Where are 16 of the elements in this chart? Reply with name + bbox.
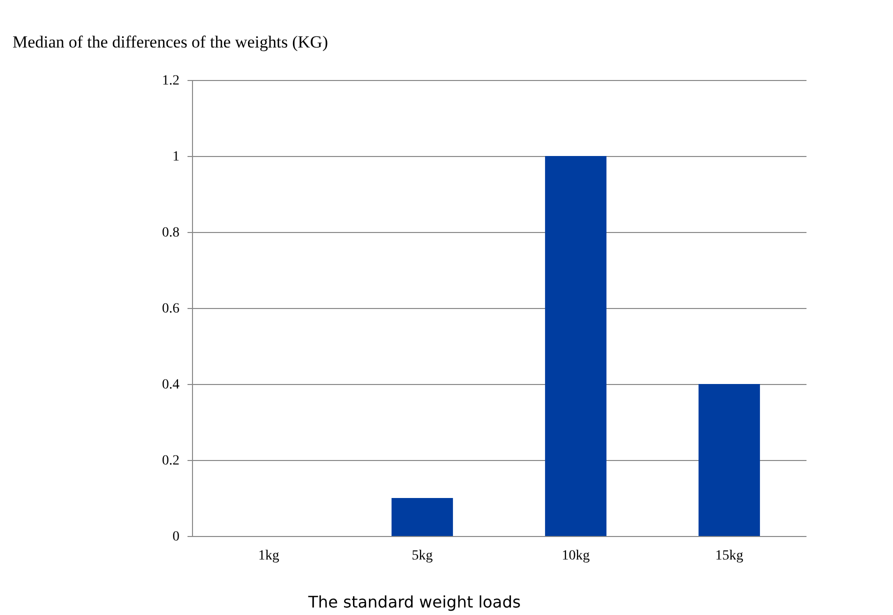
y-tick-label: 0.4 — [162, 378, 180, 392]
y-tick-label: 1.2 — [162, 74, 180, 88]
y-tick-label: 0.2 — [162, 454, 180, 468]
x-tick-label: 5kg — [412, 548, 433, 564]
x-axis-title: The standard weight loads — [307, 592, 521, 612]
bar — [545, 156, 606, 536]
x-tick-label: 15kg — [715, 548, 744, 564]
y-tick-label: 1 — [172, 150, 180, 164]
x-tick-label: 10kg — [562, 548, 590, 564]
bar — [698, 384, 760, 536]
x-tick-label: 1kg — [258, 548, 280, 564]
y-axis-title: Median of the differences of the weights (KG) — [12, 32, 328, 52]
y-tick-label: 0.6 — [162, 302, 180, 316]
y-tick-label: 0.8 — [162, 226, 180, 240]
y-tick-label: 0 — [172, 530, 180, 544]
bar — [392, 498, 453, 536]
